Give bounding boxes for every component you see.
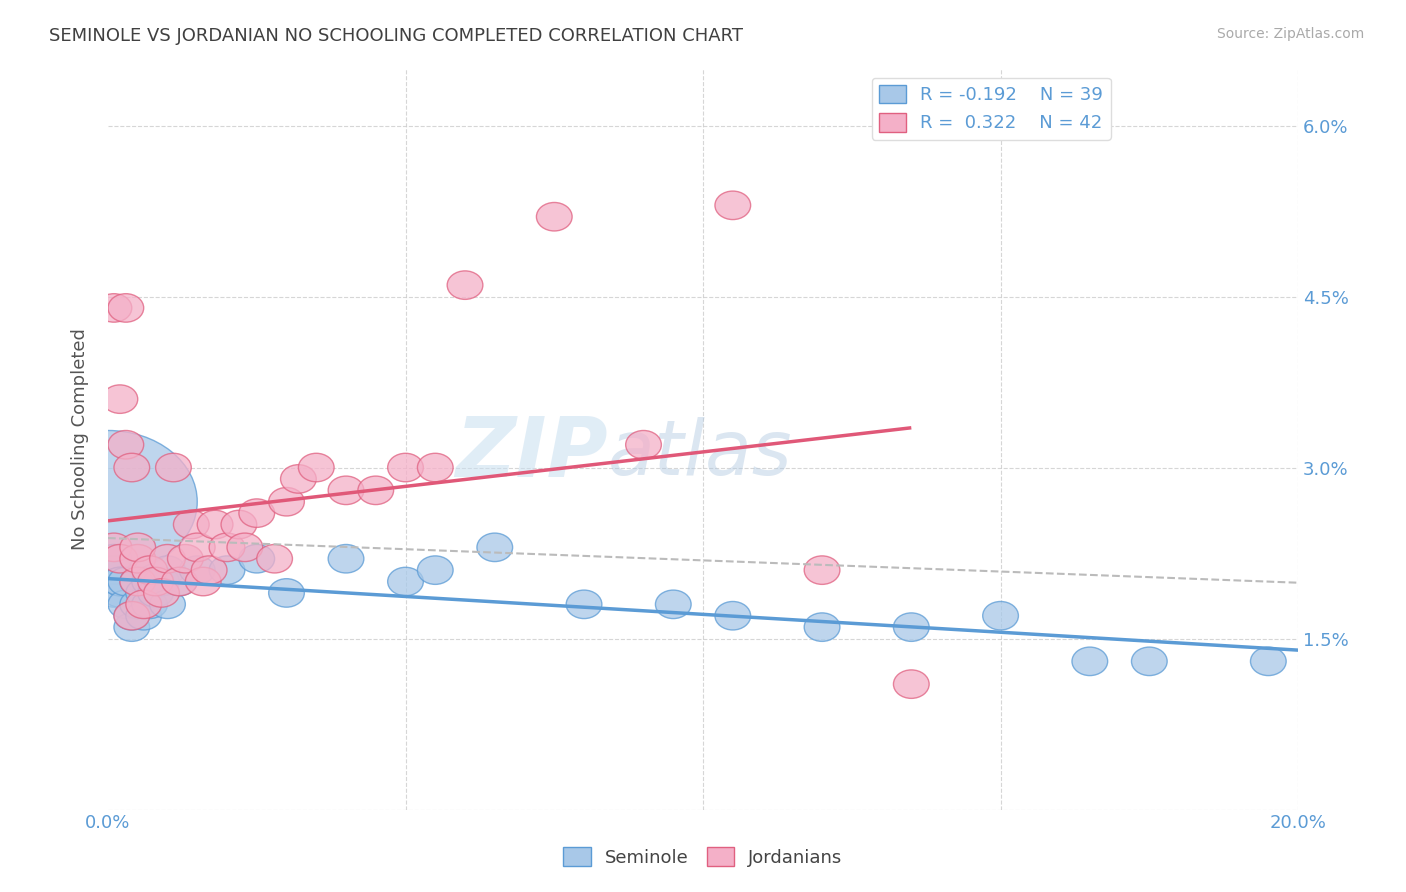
Ellipse shape <box>149 556 186 584</box>
Ellipse shape <box>96 533 132 562</box>
Ellipse shape <box>18 431 197 573</box>
Ellipse shape <box>1250 647 1286 675</box>
Ellipse shape <box>103 384 138 413</box>
Ellipse shape <box>714 601 751 630</box>
Ellipse shape <box>149 591 186 618</box>
Ellipse shape <box>388 567 423 596</box>
Y-axis label: No Schooling Completed: No Schooling Completed <box>72 328 89 550</box>
Ellipse shape <box>143 567 180 596</box>
Ellipse shape <box>120 533 156 562</box>
Ellipse shape <box>447 271 482 300</box>
Text: ZIP: ZIP <box>456 413 607 494</box>
Ellipse shape <box>108 431 143 459</box>
Ellipse shape <box>132 567 167 596</box>
Ellipse shape <box>221 510 257 539</box>
Ellipse shape <box>149 544 186 573</box>
Ellipse shape <box>114 601 149 630</box>
Ellipse shape <box>269 579 304 607</box>
Ellipse shape <box>173 510 209 539</box>
Ellipse shape <box>114 453 149 482</box>
Ellipse shape <box>257 544 292 573</box>
Ellipse shape <box>138 579 173 607</box>
Ellipse shape <box>1132 647 1167 675</box>
Ellipse shape <box>537 202 572 231</box>
Legend: R = -0.192    N = 39, R =  0.322    N = 42: R = -0.192 N = 39, R = 0.322 N = 42 <box>872 78 1111 140</box>
Ellipse shape <box>127 591 162 618</box>
Legend: Seminole, Jordanians: Seminole, Jordanians <box>557 840 849 874</box>
Ellipse shape <box>180 556 215 584</box>
Ellipse shape <box>186 567 221 596</box>
Ellipse shape <box>209 556 245 584</box>
Ellipse shape <box>239 544 274 573</box>
Ellipse shape <box>132 591 167 618</box>
Ellipse shape <box>804 613 839 641</box>
Ellipse shape <box>298 453 335 482</box>
Ellipse shape <box>167 544 204 573</box>
Ellipse shape <box>103 579 138 607</box>
Ellipse shape <box>108 293 143 322</box>
Ellipse shape <box>108 567 143 596</box>
Ellipse shape <box>120 591 156 618</box>
Ellipse shape <box>162 567 197 596</box>
Ellipse shape <box>714 191 751 219</box>
Ellipse shape <box>103 544 138 573</box>
Ellipse shape <box>328 544 364 573</box>
Text: Source: ZipAtlas.com: Source: ZipAtlas.com <box>1216 27 1364 41</box>
Ellipse shape <box>138 567 173 596</box>
Ellipse shape <box>114 613 149 641</box>
Ellipse shape <box>893 613 929 641</box>
Ellipse shape <box>162 567 197 596</box>
Ellipse shape <box>96 293 132 322</box>
Ellipse shape <box>120 567 156 596</box>
Text: atlas: atlas <box>607 417 793 491</box>
Ellipse shape <box>328 476 364 505</box>
Ellipse shape <box>143 579 180 607</box>
Ellipse shape <box>477 533 513 562</box>
Ellipse shape <box>191 556 226 584</box>
Ellipse shape <box>156 453 191 482</box>
Ellipse shape <box>96 579 132 607</box>
Ellipse shape <box>103 567 138 596</box>
Ellipse shape <box>418 453 453 482</box>
Ellipse shape <box>626 431 661 459</box>
Ellipse shape <box>127 601 162 630</box>
Ellipse shape <box>359 476 394 505</box>
Ellipse shape <box>281 465 316 493</box>
Ellipse shape <box>804 556 839 584</box>
Ellipse shape <box>96 544 132 573</box>
Ellipse shape <box>103 567 138 596</box>
Ellipse shape <box>114 601 149 630</box>
Ellipse shape <box>226 533 263 562</box>
Ellipse shape <box>120 544 156 573</box>
Ellipse shape <box>567 591 602 618</box>
Ellipse shape <box>180 533 215 562</box>
Ellipse shape <box>983 601 1018 630</box>
Ellipse shape <box>388 453 423 482</box>
Ellipse shape <box>209 533 245 562</box>
Ellipse shape <box>893 670 929 698</box>
Ellipse shape <box>1071 647 1108 675</box>
Ellipse shape <box>269 488 304 516</box>
Ellipse shape <box>132 556 167 584</box>
Ellipse shape <box>96 556 132 584</box>
Ellipse shape <box>655 591 692 618</box>
Ellipse shape <box>197 510 233 539</box>
Ellipse shape <box>239 499 274 527</box>
Ellipse shape <box>108 591 143 618</box>
Ellipse shape <box>127 579 162 607</box>
Text: SEMINOLE VS JORDANIAN NO SCHOOLING COMPLETED CORRELATION CHART: SEMINOLE VS JORDANIAN NO SCHOOLING COMPL… <box>49 27 744 45</box>
Ellipse shape <box>418 556 453 584</box>
Ellipse shape <box>120 567 156 596</box>
